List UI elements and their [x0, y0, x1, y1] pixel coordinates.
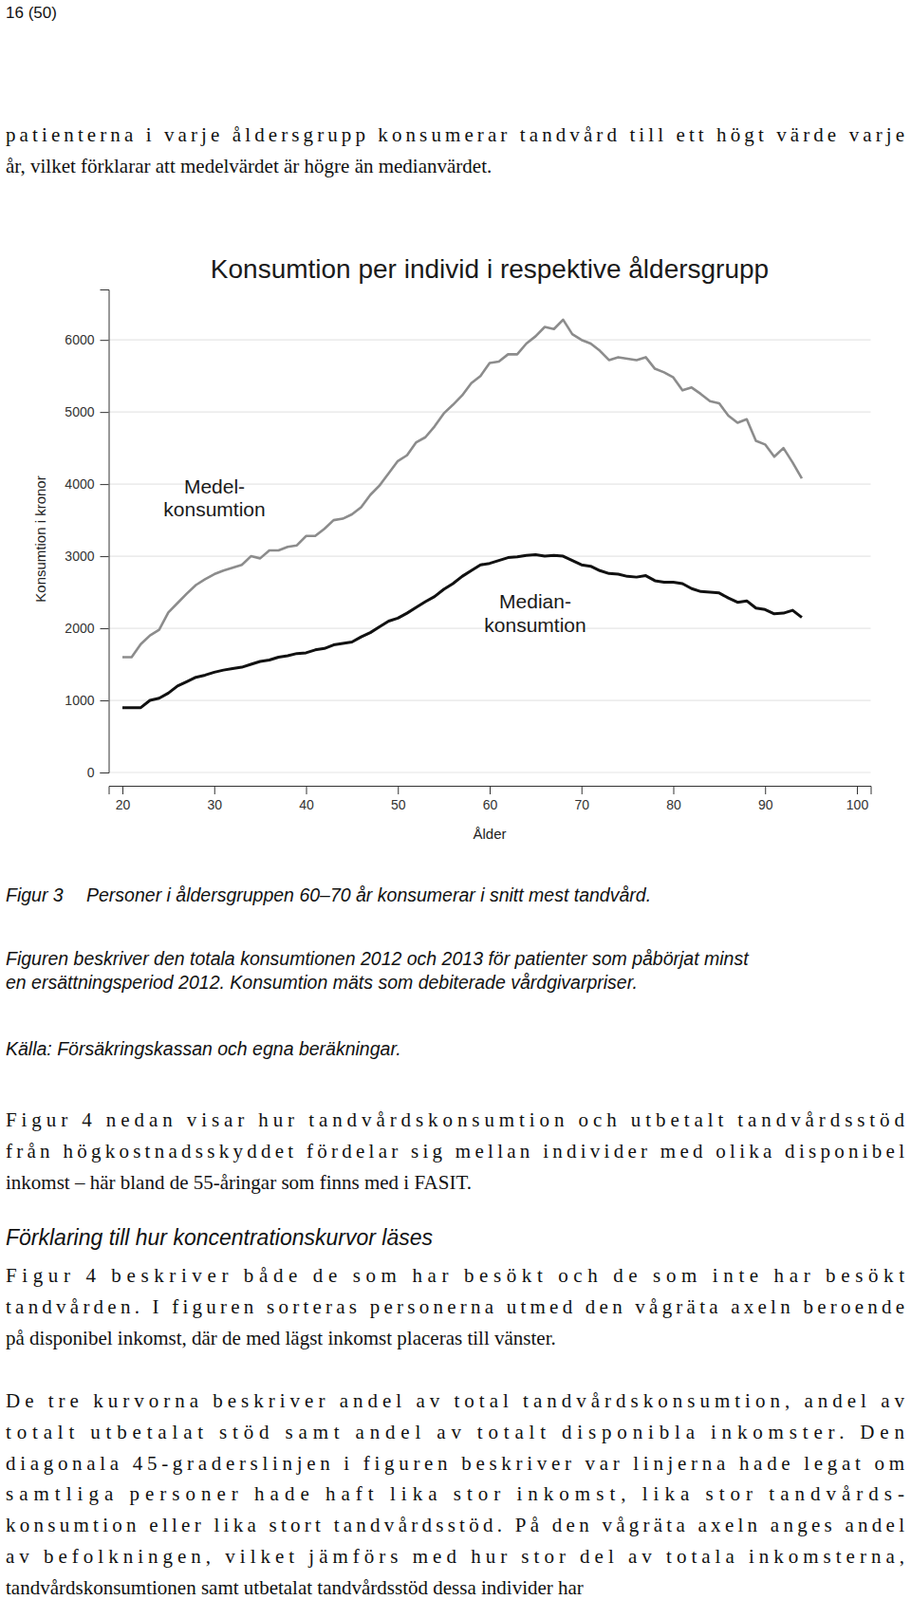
x-tick: 90 — [758, 785, 774, 813]
body-text-line: tandvårdskonsumtionen samt utbetalat tan… — [5, 1576, 584, 1599]
y-tick-label: 5000 — [64, 404, 94, 420]
figure-note: Figuren beskriver den totala konsumtione… — [5, 948, 750, 969]
chart-title: Konsumtion per individ i respektive ålde… — [210, 254, 769, 284]
figure-label: Figur 3 — [5, 884, 64, 906]
y-tick-mark — [100, 411, 110, 413]
y-tick-label: 6000 — [64, 332, 94, 348]
body-text-line: Figur 4 beskriver både de som har besökt… — [5, 1264, 905, 1287]
y-tick: 3000 — [64, 548, 109, 564]
page: 16 (50) patienterna i varje åldersgrupp k… — [0, 0, 911, 1600]
y-tick-mark — [100, 628, 110, 630]
x-axis: 20 30 40 50 60 70 80 90 100 — [109, 785, 872, 813]
x-tick-label: 80 — [666, 797, 682, 813]
y-tick-label: 1000 — [64, 692, 94, 708]
x-axis-title: Ålder — [472, 825, 506, 842]
y-tick-mark — [100, 556, 110, 558]
grid-line — [109, 411, 872, 413]
grid — [109, 339, 872, 773]
y-tick-mark — [100, 772, 110, 774]
series-line — [122, 555, 802, 708]
x-tick-label: 30 — [206, 797, 223, 813]
grid-line — [109, 339, 872, 341]
body-text-line: diagonala 45-graderslinjen i figuren bes… — [5, 1451, 905, 1475]
body-text-line: konsumtion eller lika stort tandvårdsstö… — [5, 1513, 905, 1537]
y-tick: 0 — [87, 764, 110, 781]
y-tick-label: 4000 — [64, 476, 94, 492]
y-axis-title: Konsumtion i kronor — [32, 475, 49, 602]
x-tick-mark — [397, 785, 399, 795]
annotation: konsumtion — [483, 613, 586, 636]
body-text-line: tandvården. I figuren sorteras personern… — [5, 1295, 905, 1319]
y-tick-label: 0 — [87, 764, 95, 781]
figure-note: en ersättningsperiod 2012. Konsumtion mä… — [5, 971, 638, 993]
body-text-line: totalt utbetalat stöd samt andel av tota… — [5, 1420, 906, 1444]
x-tick-label: 20 — [115, 797, 131, 813]
y-axis: 0 1000 2000 3000 4000 5000 6000 — [64, 290, 110, 781]
x-axis-line — [109, 786, 872, 796]
y-tick-mark — [100, 339, 110, 341]
y-tick-label: 2000 — [64, 620, 94, 636]
figure-source: Källa: Försäkringskassan och egna beräkn… — [5, 1038, 402, 1060]
y-tick-mark — [100, 700, 110, 702]
x-tick: 40 — [298, 785, 315, 813]
x-tick-mark — [856, 785, 858, 795]
body-text-line: av befolkningen, vilket jämförs med hur … — [5, 1544, 905, 1568]
x-tick-mark — [306, 785, 308, 795]
body-text-line: inkomst – här bland de 55-åringar som fi… — [5, 1171, 472, 1194]
body-text-line: patienterna i varje åldersgrupp konsumer… — [5, 123, 905, 147]
x-tick-mark — [214, 785, 216, 795]
y-axis-line — [100, 290, 111, 774]
page-svg: 16 (50) patienterna i varje åldersgrupp k… — [0, 0, 911, 1600]
body-text-line: De tre kurvorna beskriver andel av total… — [5, 1389, 905, 1413]
y-tick: 4000 — [64, 476, 109, 492]
body-text-line: Figur 4 nedan visar hur tandvårdskonsumt… — [5, 1108, 906, 1132]
grid-line — [109, 699, 872, 701]
figure-title: Personer i åldersgruppen 60–70 år konsum… — [86, 884, 651, 906]
x-tick: 20 — [115, 785, 131, 813]
x-tick: 60 — [483, 785, 499, 813]
grid-line — [109, 771, 872, 773]
y-tick-mark — [100, 483, 110, 485]
y-tick: 1000 — [64, 692, 109, 708]
x-tick-label: 90 — [758, 797, 774, 813]
section-heading: Förklaring till hur koncentrationskurvor… — [5, 1225, 433, 1250]
x-tick-label: 40 — [298, 797, 315, 813]
x-tick-mark — [489, 785, 491, 795]
y-tick-label: 3000 — [64, 548, 94, 564]
page-number: 16 (50) — [5, 3, 57, 22]
x-tick-label: 60 — [483, 797, 499, 813]
x-tick-label: 70 — [574, 797, 590, 813]
annotation: Medel- — [184, 475, 245, 498]
annotation: konsumtion — [163, 498, 265, 521]
x-tick: 80 — [666, 785, 682, 813]
plot-lines — [122, 319, 802, 708]
body-text-line: samtliga personer hade haft lika stor in… — [5, 1482, 905, 1506]
x-tick-label: 50 — [390, 797, 407, 813]
y-tick: 6000 — [64, 332, 109, 348]
y-tick: 2000 — [64, 620, 109, 636]
body-text-line: på disponibel inkomst, där de med lägst … — [5, 1326, 557, 1350]
x-tick: 100 — [846, 785, 870, 813]
x-tick-mark — [764, 785, 766, 795]
x-tick-label: 100 — [846, 797, 870, 813]
grid-line — [109, 555, 872, 557]
x-tick-mark — [581, 785, 583, 795]
series-line — [122, 319, 802, 658]
x-tick: 70 — [574, 785, 590, 813]
y-tick: 5000 — [64, 404, 109, 420]
x-tick: 30 — [206, 785, 223, 813]
annotation: Median- — [499, 590, 572, 613]
x-tick-mark — [122, 785, 124, 795]
body-text-line: år, vilket förklarar att medelvärdet är … — [5, 154, 492, 178]
body-text-line: från högkostnadsskyddet fördelar sig mel… — [5, 1139, 905, 1163]
x-tick: 50 — [390, 785, 407, 813]
x-tick-mark — [672, 785, 674, 795]
